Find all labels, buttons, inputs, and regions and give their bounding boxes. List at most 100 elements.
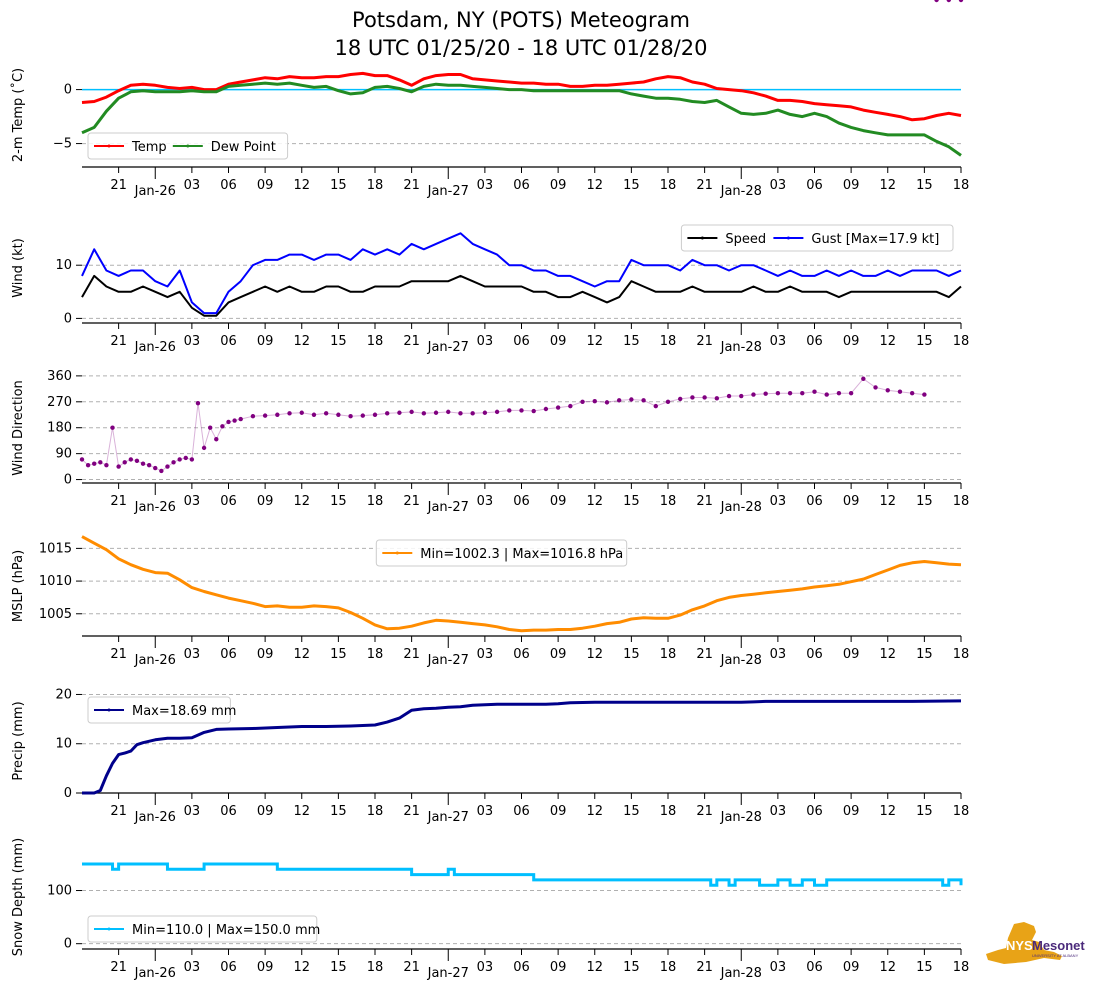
- x-tick-label: 21: [110, 804, 127, 819]
- x-tick-label: 15: [330, 334, 347, 349]
- legend-box: [87, 696, 231, 724]
- series-line-temp: [81, 71, 962, 122]
- data-point: [159, 468, 164, 474]
- data-point: [751, 392, 756, 397]
- data-point: [897, 389, 903, 394]
- x-tick-label: 12: [586, 804, 603, 819]
- data-point: [146, 462, 152, 468]
- data-point: [336, 412, 341, 417]
- x-tick-label: 21: [110, 178, 127, 193]
- data-point: [824, 392, 829, 397]
- x-tick-label: 21: [403, 804, 420, 819]
- legend-label: Min=1002.3 | Max=1016.8 hPa: [420, 547, 623, 562]
- x-tick-label: 12: [293, 647, 310, 662]
- series-line-max-18-69-mm: [82, 699, 962, 795]
- data-point: [934, 0, 939, 3]
- x-tick-label: 18: [367, 804, 384, 819]
- data-point: [195, 401, 201, 406]
- new-york-state-shape: [986, 922, 1062, 964]
- x-tick-label: 12: [293, 960, 310, 975]
- x-day-label: Jan-26: [134, 653, 176, 668]
- x-tick-label: 09: [843, 647, 860, 662]
- x-day-label: Jan-26: [134, 966, 176, 981]
- legend: Min=110.0 | Max=150.0 mm: [87, 915, 320, 943]
- x-tick-label: 06: [220, 960, 237, 975]
- data-point: [470, 411, 475, 416]
- data-point: [690, 395, 695, 400]
- x-tick-label: 15: [330, 647, 347, 662]
- x-tick-label: 15: [623, 960, 640, 975]
- y-tick-label: 0: [64, 473, 72, 488]
- panel-temp: 0 −5 2-m Temp (˚C) 21 03 06 09 12 15 18 21 03 06 09 12…: [10, 68, 969, 199]
- data-point: [275, 412, 280, 417]
- x-day-label: Jan-26: [134, 500, 176, 515]
- y-axis-label: Wind (kt): [11, 238, 26, 298]
- x-tick-label: 15: [623, 334, 640, 349]
- data-point: [116, 464, 121, 469]
- x-tick-label: 18: [367, 178, 384, 193]
- data-point: [98, 460, 103, 465]
- legend: Min=1002.3 | Max=1016.8 hPa: [375, 539, 628, 567]
- x-tick-label: 09: [843, 960, 860, 975]
- x-tick-label: 12: [879, 334, 896, 349]
- data-point: [861, 376, 866, 381]
- x-day-label: Jan-26: [134, 184, 176, 199]
- y-tick-label: 10: [55, 258, 72, 273]
- x-tick-label: 09: [257, 804, 274, 819]
- x-tick-label: 18: [367, 647, 384, 662]
- data-point: [85, 462, 91, 468]
- x-tick-label: 18: [660, 494, 677, 509]
- data-point: [177, 457, 182, 462]
- x-tick-label: 21: [403, 960, 420, 975]
- data-point: [311, 412, 317, 417]
- panel-precip: 0 10 20 Precip (mm) 21 03 06 09 12 15 18 21 03 06 09 12…: [11, 687, 969, 825]
- data-point: [604, 400, 610, 405]
- x-tick-label: 12: [293, 494, 310, 509]
- x-tick-label: 15: [623, 804, 640, 819]
- x-tick-label: 12: [586, 647, 603, 662]
- data-point: [641, 398, 646, 403]
- x-tick-label: 21: [403, 647, 420, 662]
- x-tick-label: 12: [586, 334, 603, 349]
- x-tick-label: 06: [513, 334, 530, 349]
- legend-marker: [395, 551, 399, 555]
- x-tick-label: 18: [660, 960, 677, 975]
- x-tick-label: 06: [513, 178, 530, 193]
- data-point: [79, 457, 85, 462]
- x-tick-label: 21: [696, 804, 713, 819]
- x-day-label: Jan-28: [720, 966, 762, 981]
- x-tick-label: 06: [806, 494, 823, 509]
- x-tick-label: 21: [403, 494, 420, 509]
- data-point: [220, 424, 225, 429]
- data-point: [763, 391, 768, 396]
- series-line-dew-point: [81, 81, 962, 157]
- data-point: [110, 425, 115, 430]
- x-tick-label: 06: [220, 647, 237, 662]
- data-point: [262, 413, 268, 418]
- x-day-label: Jan-28: [720, 184, 762, 199]
- x-tick-label: 21: [110, 647, 127, 662]
- x-tick-label: 18: [660, 178, 677, 193]
- x-tick-label: 21: [403, 334, 420, 349]
- data-point: [531, 408, 536, 414]
- logo-nys-text: NYS: [1006, 938, 1033, 953]
- y-tick-label: −5: [53, 137, 72, 152]
- x-tick-label: 03: [770, 494, 787, 509]
- x-tick-label: 18: [367, 334, 384, 349]
- data-point: [140, 461, 146, 466]
- data-point: [665, 399, 671, 404]
- x-tick-label: 21: [696, 960, 713, 975]
- data-point: [568, 403, 573, 409]
- data-point: [873, 385, 878, 390]
- data-point: [153, 465, 158, 471]
- x-tick-label: 12: [293, 178, 310, 193]
- x-day-label: Jan-27: [427, 966, 469, 981]
- x-day-label: Jan-26: [134, 340, 176, 355]
- y-axis-label: MSLP (hPa): [11, 550, 26, 622]
- data-point: [739, 393, 744, 399]
- y-tick-label: 180: [47, 421, 72, 436]
- x-tick-label: 03: [770, 647, 787, 662]
- data-point: [446, 409, 451, 415]
- x-tick-label: 18: [953, 647, 970, 662]
- x-tick-label: 06: [513, 960, 530, 975]
